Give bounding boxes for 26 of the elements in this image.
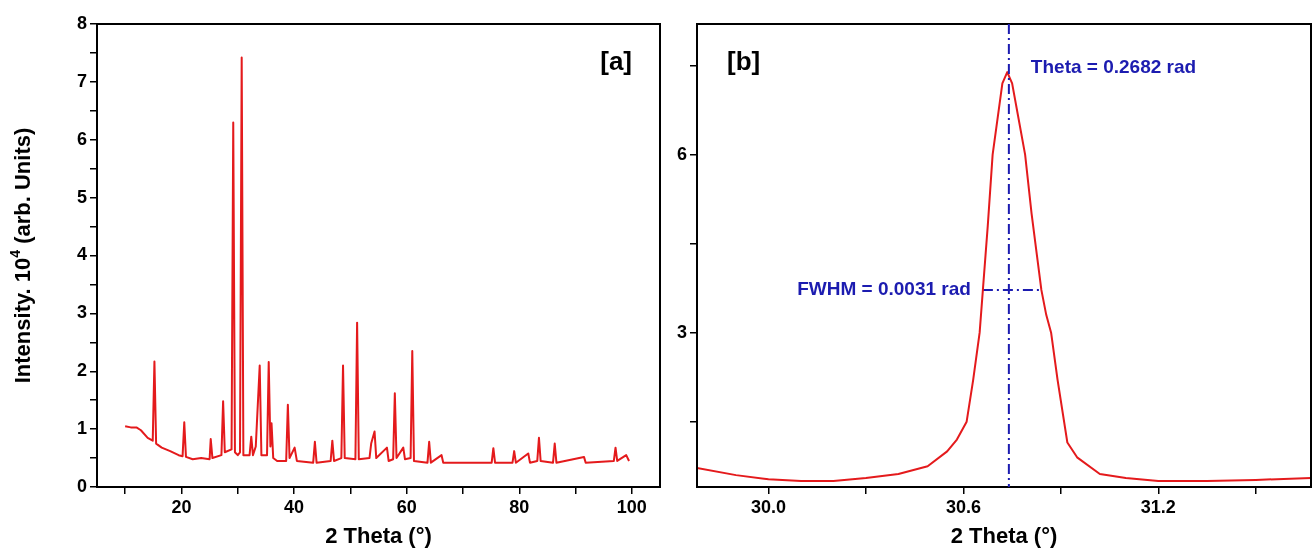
x-tick-label: 40 [284,496,305,517]
y-tick-label: 6 [676,143,687,164]
y-tick-label: 7 [76,70,87,91]
y-tick-label: 5 [76,186,87,207]
y-tick-label: 2 [76,360,87,381]
x-tick-label: 30.6 [945,496,981,517]
x-tick-label: 60 [396,496,417,517]
y-tick-label: 3 [676,321,687,342]
y-tick-label: 4 [76,244,87,265]
y-tick-label: 1 [76,418,87,439]
text: [a] [600,46,632,77]
y-tick-label: 0 [76,475,87,496]
y-axis-title: Intensity. 104 (arb. Units) [6,127,36,384]
y-tick-label: 6 [76,128,87,149]
x-tick-label: 20 [171,496,192,517]
x-axis-title: 2 Theta (°) [950,522,1058,548]
text: [b] [727,46,761,77]
x-tick-label: 30.0 [750,496,786,517]
y-tick-label: 8 [76,12,87,33]
y-tick-label: 3 [76,302,87,323]
x-tick-label: 100 [616,496,647,517]
annotation: Theta = 0.2682 rad [1030,56,1197,78]
annotation: FWHM = 0.0031 rad [797,278,971,300]
x-tick-label: 80 [509,496,530,517]
x-tick-label: 31.2 [1140,496,1176,517]
x-axis-title: 2 Theta (°) [325,522,432,548]
